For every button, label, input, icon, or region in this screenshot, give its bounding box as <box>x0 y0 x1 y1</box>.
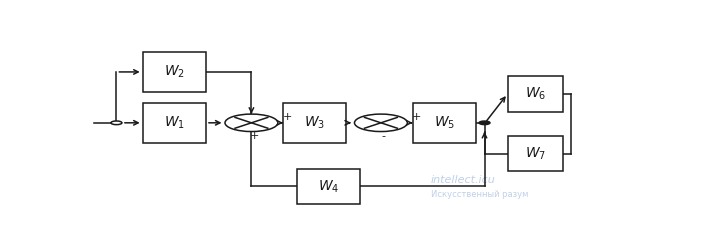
Text: $W_5$: $W_5$ <box>434 115 455 131</box>
Text: +: + <box>250 131 259 141</box>
Text: -: - <box>382 131 385 141</box>
Bar <box>508 136 563 171</box>
Bar <box>508 76 563 112</box>
Text: $W_4$: $W_4$ <box>318 178 339 195</box>
Text: +: + <box>282 112 292 122</box>
Circle shape <box>111 121 122 125</box>
Text: intellect.icu: intellect.icu <box>430 175 496 185</box>
Text: $W_6$: $W_6$ <box>525 85 546 102</box>
Text: Искусственный разум: Искусственный разум <box>430 190 528 199</box>
Text: $W_7$: $W_7$ <box>525 146 546 162</box>
Text: $W_1$: $W_1$ <box>164 115 185 131</box>
Circle shape <box>225 114 278 131</box>
Bar <box>297 169 360 204</box>
Text: +: + <box>412 112 421 122</box>
Bar <box>143 103 206 143</box>
Text: $W_2$: $W_2$ <box>164 64 185 80</box>
Circle shape <box>479 121 490 125</box>
Text: $W_3$: $W_3$ <box>304 115 326 131</box>
Bar <box>412 103 476 143</box>
Bar <box>143 52 206 92</box>
Bar <box>283 103 346 143</box>
Circle shape <box>355 114 407 131</box>
